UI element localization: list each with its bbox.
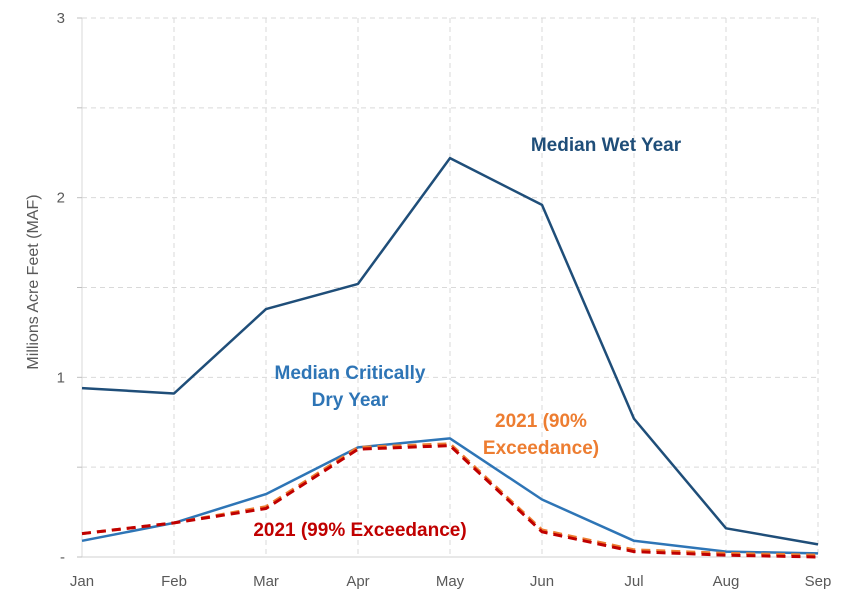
series-annotation-3: 2021 (99% Exceedance) [253,520,466,541]
series-annotation-0: Median Wet Year [531,135,682,156]
x-tick-label: Jun [530,573,554,590]
annotation-line: Exceedance) [483,438,599,459]
series-line-1 [81,437,819,555]
series-line-3 [81,444,819,559]
series-annotation-2: 2021 (90% Exceedance) [483,411,599,459]
annotation-line: Dry Year [312,390,389,411]
x-tick-label: Feb [161,573,187,590]
series-annotation-1: Median Critically Dry Year [275,363,426,411]
x-tick-label: Mar [253,573,279,590]
series-lines [81,156,819,559]
annotation-line: Median Critically [275,363,426,384]
x-tick-label: Apr [346,573,369,590]
y-tick-label: - [60,549,65,566]
x-tick-label: May [436,573,465,590]
y-tick-label: 1 [57,369,65,386]
annotation-line: Median Wet Year [531,135,682,156]
annotation-line: 2021 (99% Exceedance) [253,520,466,541]
series-line-0 [81,156,819,546]
y-tick-label: 3 [57,10,65,27]
annotation-line: 2021 (90% [495,411,587,432]
x-tick-label: Jan [70,573,94,590]
y-tick-label: 2 [57,190,65,207]
gridlines [81,17,819,557]
x-tick-label: Sep [805,573,832,590]
annotations: Median Wet Year Median Critically Dry Year… [253,135,681,541]
x-tick-label: Aug [713,573,740,590]
y-axis-label: Millions Acre Feet (MAF) [25,194,42,369]
axes: - 1 2 3 Jan Feb Mar Apr May Jun Jul Aug Sep [57,10,832,590]
x-tick-label: Jul [624,573,643,590]
